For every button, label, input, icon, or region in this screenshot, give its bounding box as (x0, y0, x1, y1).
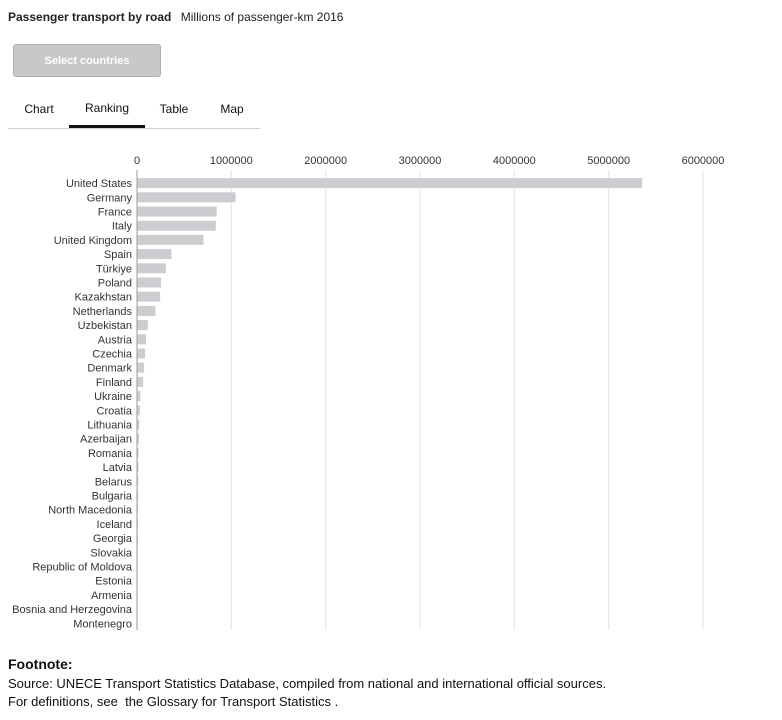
bar[interactable] (137, 192, 236, 203)
category-label: Iceland (97, 519, 132, 531)
chart-subtitle: Millions of passenger-km 2016 (180, 10, 344, 24)
bar[interactable] (137, 447, 139, 458)
glossary-link[interactable]: the Glossary for Transport Statistics (125, 694, 331, 709)
bar[interactable] (137, 334, 146, 345)
category-label: United Kingdom (54, 235, 132, 247)
category-label: Bulgaria (92, 491, 133, 503)
bar[interactable] (137, 462, 139, 473)
category-label: Romania (88, 448, 133, 460)
bar[interactable] (137, 277, 162, 288)
bar[interactable] (137, 405, 140, 416)
select-countries-button[interactable]: Select countries (13, 44, 161, 77)
x-tick-label: 1000000 (210, 155, 253, 167)
category-label: Germany (87, 192, 133, 204)
category-label: Belarus (95, 476, 133, 488)
bar[interactable] (137, 320, 148, 331)
bar[interactable] (137, 305, 156, 316)
x-tick-label: 3000000 (399, 155, 442, 167)
x-axis-ticks: 0 1000000 2000000 3000000 4000000 5000000 6000… (134, 155, 724, 167)
y-axis-labels: United States Germany France Italy United Ki… (12, 178, 133, 630)
category-label: Armenia (91, 590, 133, 602)
x-tick-label: 2000000 (304, 155, 347, 167)
tab-map[interactable]: Map (220, 102, 244, 116)
category-label: Montenegro (73, 618, 132, 630)
bar[interactable] (137, 433, 139, 444)
bar[interactable] (137, 220, 216, 231)
category-label: Uzbekistan (78, 320, 132, 332)
footnote: Footnote: Source: UNECE Transport Statis… (8, 656, 606, 711)
category-label: Czechia (92, 349, 133, 361)
bar[interactable] (137, 291, 161, 302)
category-label: Georgia (93, 533, 133, 545)
ranking-bar-chart: 0 1000000 2000000 3000000 4000000 5000000 6000… (12, 155, 724, 630)
category-label: Poland (98, 278, 132, 290)
category-label: Bosnia and Herzegovina (12, 604, 133, 616)
x-tick-label: 6000000 (682, 155, 725, 167)
category-label: Kazakhstan (75, 292, 132, 304)
tab-chart[interactable]: Chart (24, 102, 54, 116)
chart-title: Passenger transport by road (8, 10, 172, 24)
bar[interactable] (137, 376, 144, 387)
category-label: Austria (98, 334, 133, 346)
bar[interactable] (137, 206, 217, 217)
tab-ranking[interactable]: Ranking (69, 90, 145, 128)
category-label: Lithuania (87, 420, 133, 432)
category-label: Azerbaijan (80, 434, 132, 446)
bar[interactable] (137, 263, 166, 274)
category-label: North Macedonia (48, 505, 133, 517)
category-label: United States (66, 178, 133, 190)
tab-table[interactable]: Table (159, 102, 189, 116)
bar[interactable] (137, 348, 146, 359)
category-label: Slovakia (90, 547, 132, 559)
footnote-source: Source: UNECE Transport Statistics Datab… (8, 676, 607, 691)
footnote-title: Footnote: (8, 656, 73, 672)
bar[interactable] (137, 249, 172, 260)
view-tabs: Chart Ranking Table Map (8, 90, 260, 129)
bar[interactable] (137, 419, 140, 430)
chart-header: Passenger transport by road Millions of … (8, 10, 343, 24)
bar[interactable] (137, 490, 139, 501)
bar[interactable] (137, 476, 139, 487)
bar[interactable] (137, 362, 145, 373)
category-label: Türkiye (96, 263, 132, 275)
footnote-definitions: For definitions, see the Glossary for Tr… (8, 693, 606, 711)
x-tick-label: 5000000 (587, 155, 630, 167)
category-label: Italy (112, 221, 133, 233)
category-label: France (98, 207, 132, 219)
bar[interactable] (137, 391, 141, 402)
x-tick-label: 0 (134, 155, 140, 167)
category-label: Ukraine (94, 391, 132, 403)
definitions-suffix: . (334, 694, 339, 709)
bar[interactable] (137, 234, 204, 245)
chart-bars (137, 178, 643, 629)
bar[interactable] (137, 178, 643, 189)
category-label: Estonia (95, 576, 133, 588)
definitions-prefix: For definitions, see (8, 694, 118, 709)
category-label: Denmark (87, 363, 132, 375)
chart-grid (136, 170, 704, 630)
category-label: Latvia (103, 462, 133, 474)
category-label: Netherlands (73, 306, 133, 318)
category-label: Spain (104, 249, 132, 261)
category-label: Finland (96, 377, 132, 389)
x-tick-label: 4000000 (493, 155, 536, 167)
category-label: Republic of Moldova (32, 562, 133, 574)
category-label: Croatia (97, 405, 133, 417)
